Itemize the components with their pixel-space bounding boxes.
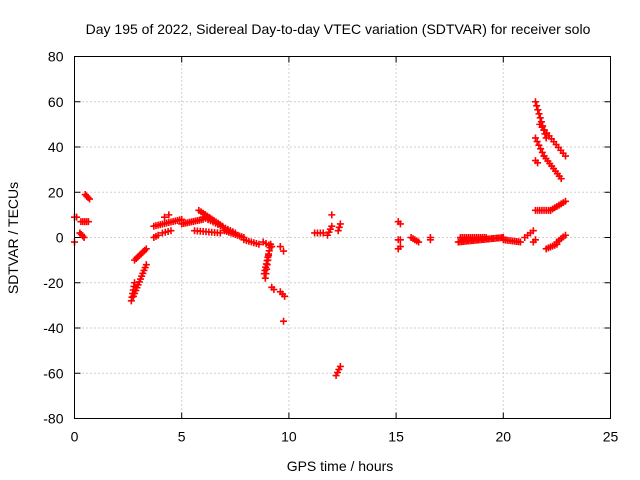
data-point: [531, 236, 539, 244]
y-axis-title: SDTVAR / TECUs: [5, 182, 21, 294]
data-point: [280, 317, 288, 325]
data-point: [336, 362, 344, 370]
data-point: [267, 240, 275, 248]
data-point: [80, 234, 88, 241]
data-point: [534, 106, 542, 114]
data-point: [415, 238, 423, 246]
data-point: [557, 175, 565, 183]
data-point: [328, 211, 336, 219]
x-tick-label: 0: [71, 429, 79, 445]
y-tick-label: -40: [43, 320, 63, 336]
data-point: [396, 220, 404, 228]
data-point: [154, 231, 162, 239]
x-tick-label: 15: [388, 429, 404, 445]
plot-frame: [74, 56, 611, 419]
data-point: [531, 134, 539, 142]
y-tick-label: 80: [48, 49, 64, 65]
data-point: [535, 110, 543, 118]
tick-label-layer: 0 5 10 15 20 25 -80 -60 -40 -20 0 20 40 60 80: [43, 49, 618, 445]
data-point: [396, 243, 404, 251]
data-point: [142, 261, 150, 269]
x-axis-title: GPS time / hours: [287, 458, 394, 474]
data-point: [561, 197, 569, 205]
data-point: [84, 218, 92, 226]
data-point: [561, 231, 569, 239]
y-tick-label: 0: [56, 230, 64, 246]
chart-title: Day 195 of 2022, Sidereal Day-to-day VTE…: [86, 21, 591, 37]
data-point: [538, 148, 546, 156]
data-point: [280, 247, 288, 255]
data-point: [265, 252, 273, 260]
data-point: [79, 232, 87, 240]
x-tick-label: 20: [496, 429, 512, 445]
x-tick-label: 5: [178, 429, 186, 445]
data-point: [270, 286, 278, 294]
data-point: [328, 222, 336, 230]
data-point: [482, 234, 490, 241]
data-point: [536, 114, 544, 122]
y-tick-label: -60: [43, 365, 63, 381]
data-point: [426, 236, 434, 244]
y-tick-label: -20: [43, 275, 63, 291]
data-point: [161, 213, 169, 221]
x-tick-label: 10: [281, 429, 297, 445]
data-points-layer: [71, 98, 569, 380]
data-point: [534, 159, 542, 167]
data-point: [131, 279, 139, 287]
y-tick-label: 20: [48, 184, 64, 200]
data-point: [334, 227, 342, 235]
x-tick-label: 25: [603, 429, 619, 445]
data-point: [142, 245, 150, 253]
data-point: [533, 102, 541, 110]
data-point: [335, 223, 343, 231]
data-point: [516, 238, 524, 246]
y-tick-label: 60: [48, 94, 64, 110]
y-tick-label: 40: [48, 139, 64, 155]
data-point: [396, 236, 404, 244]
data-point: [165, 211, 173, 219]
data-point: [86, 195, 94, 203]
data-point: [561, 152, 569, 160]
data-point: [529, 227, 537, 235]
data-point: [336, 220, 344, 228]
data-point: [255, 240, 263, 248]
data-point: [84, 194, 92, 202]
data-point: [276, 243, 284, 251]
data-point: [167, 227, 175, 235]
data-point: [535, 141, 543, 149]
data-point: [281, 292, 289, 300]
data-point: [537, 145, 545, 153]
data-point: [533, 138, 541, 146]
y-tick-label: -80: [43, 411, 63, 427]
data-point: [531, 98, 539, 106]
data-point: [216, 229, 224, 237]
